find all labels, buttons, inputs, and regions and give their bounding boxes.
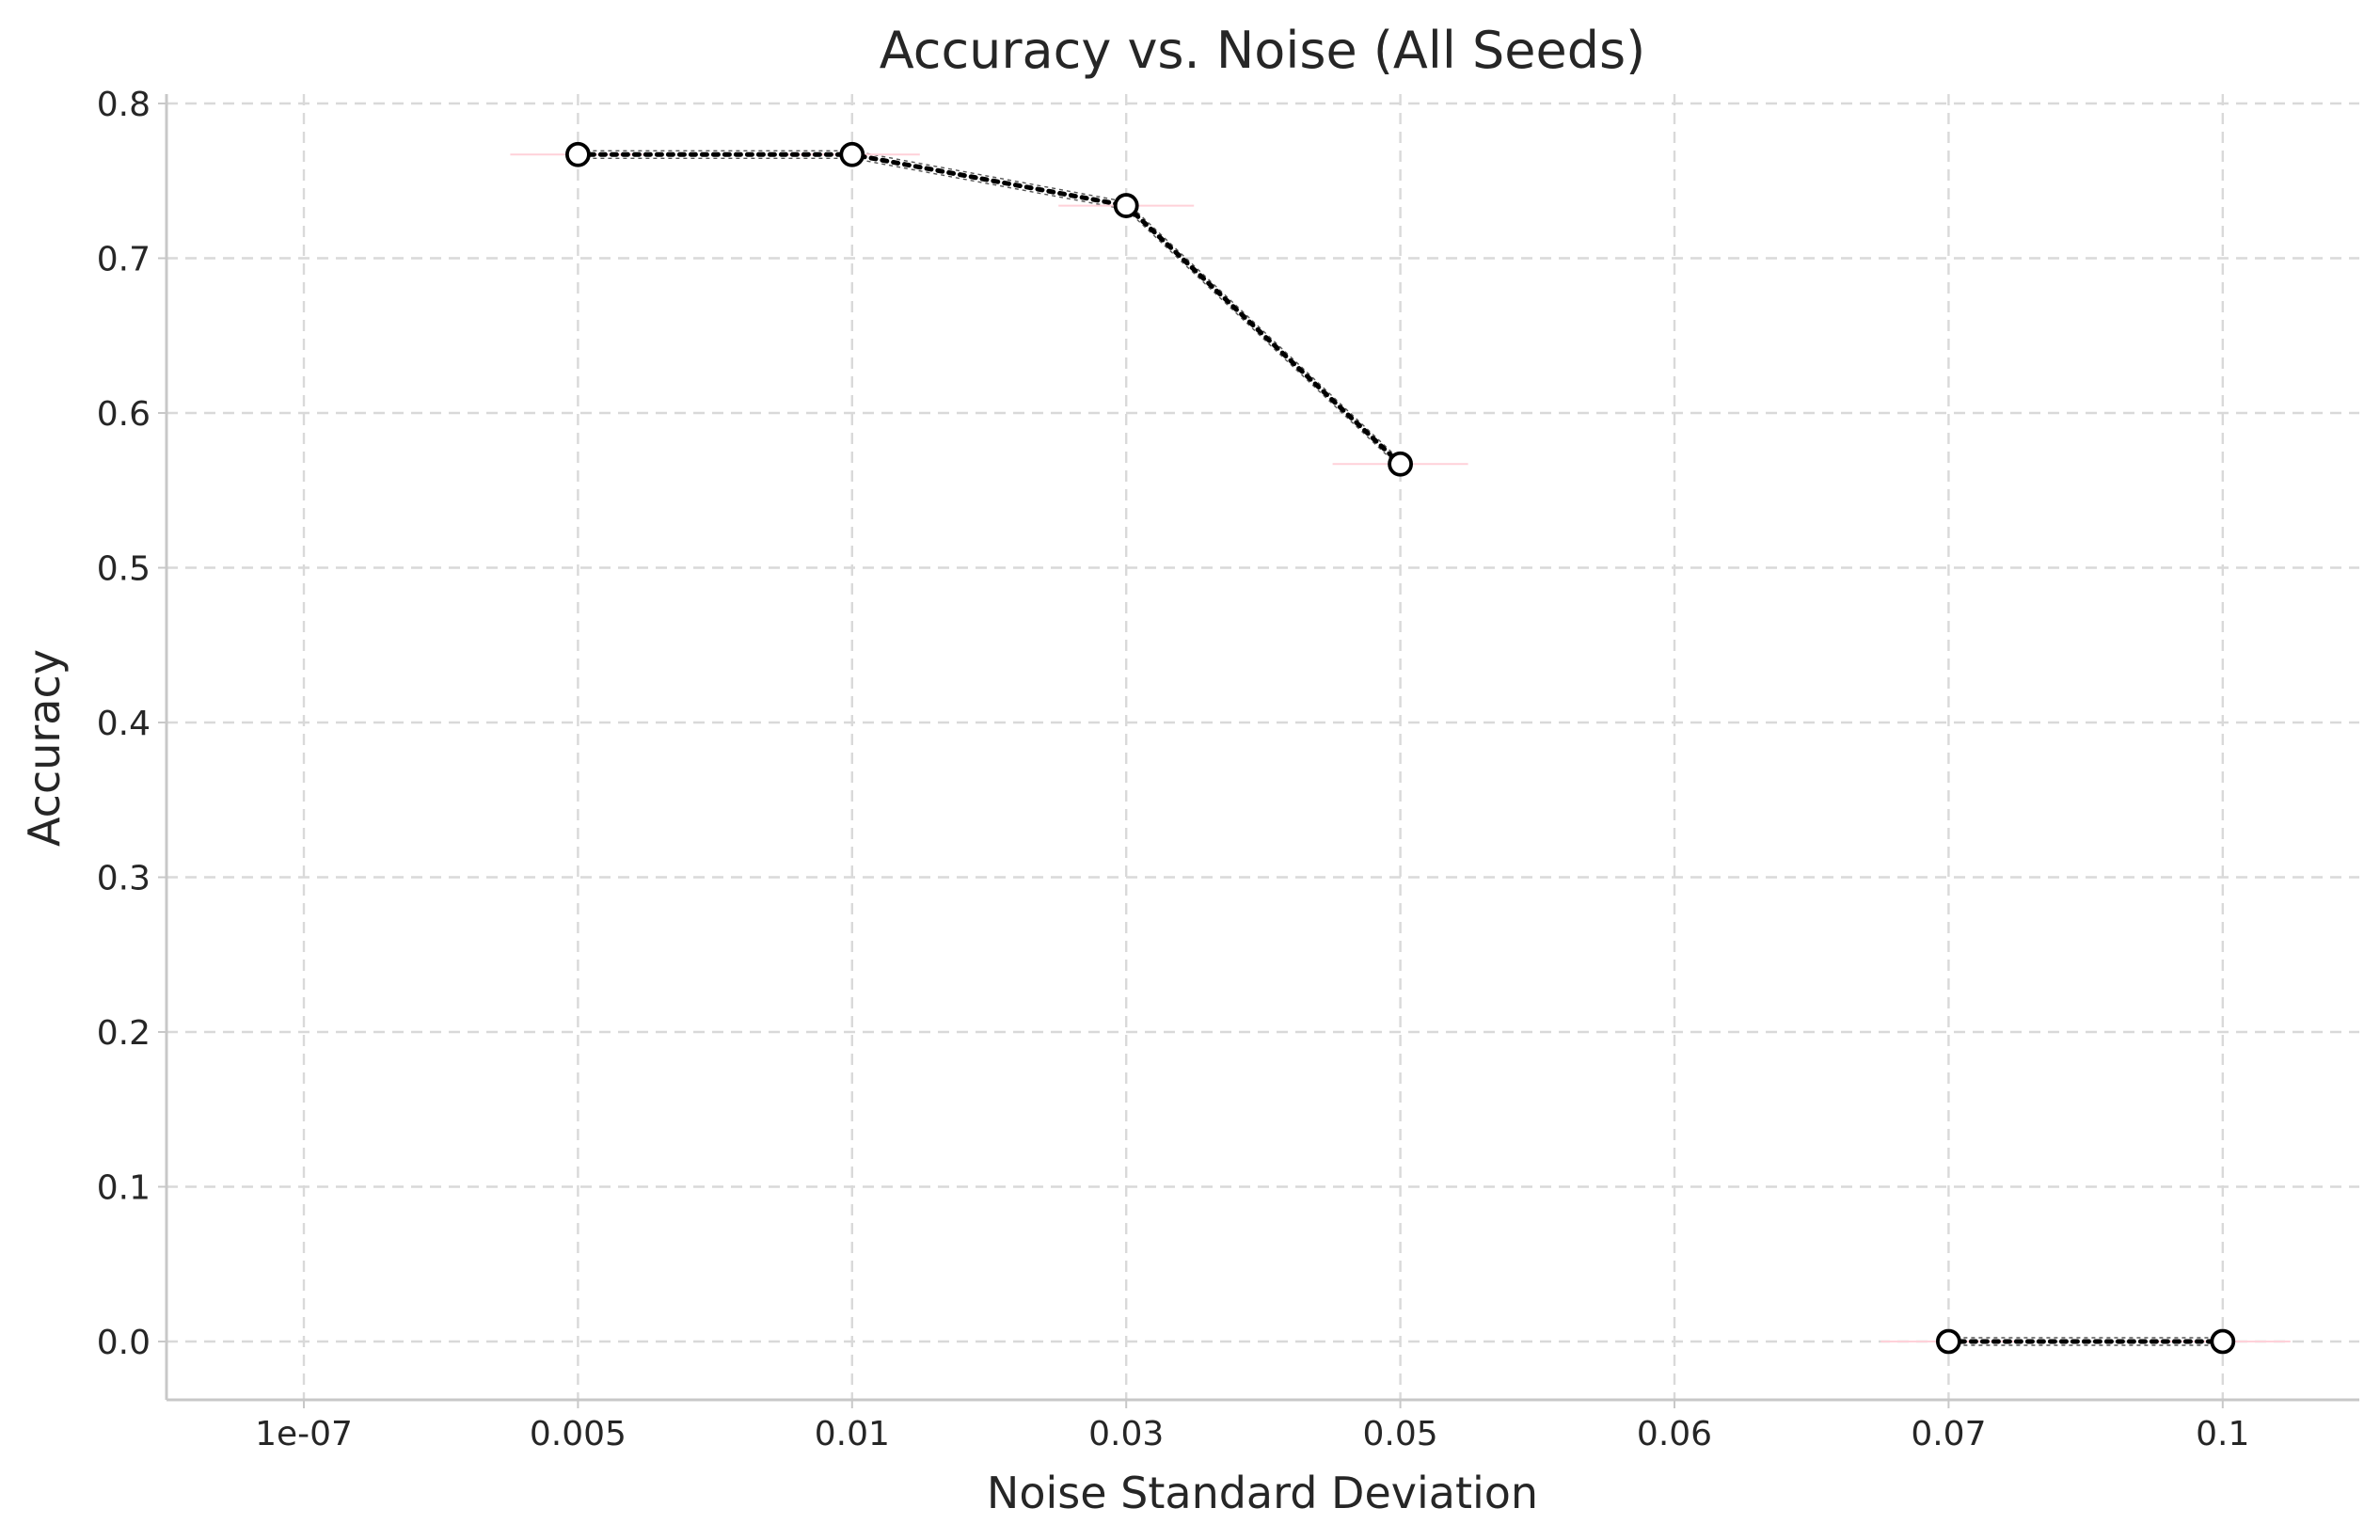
grid-layer — [167, 94, 2359, 1400]
accuracy-point — [1388, 451, 1413, 477]
y-tick-label: 0.3 — [97, 860, 151, 898]
seed-line — [851, 150, 1127, 203]
accuracy-point — [1935, 1328, 1961, 1355]
y-tick-label: 0.7 — [97, 241, 151, 279]
seed-line — [1125, 201, 1402, 461]
seed-line — [1125, 209, 1402, 468]
y-tick-label: 0.8 — [97, 86, 151, 124]
x-tick-label: 0.03 — [1088, 1415, 1164, 1453]
y-axis-label: Accuracy — [19, 649, 70, 847]
y-tick-label: 0.5 — [97, 550, 151, 589]
seed-line — [851, 157, 1127, 211]
x-tick-label: 1e-07 — [255, 1415, 353, 1453]
y-tick-label: 0.2 — [97, 1014, 151, 1053]
y-tick-label: 0.6 — [97, 395, 151, 434]
x-tick-label: 0.01 — [815, 1415, 890, 1453]
y-tick-label: 0.4 — [97, 705, 151, 743]
y-tick-label: 0.1 — [97, 1169, 151, 1208]
x-axis-label: Noise Standard Deviation — [987, 1468, 1538, 1518]
chart-title: Accuracy vs. Noise (All Seeds) — [880, 21, 1645, 80]
accuracy-point — [1113, 193, 1139, 218]
tick-layer: 1e-07 0.005 0.01 0.03 0.05 0.06 0.07 0.1 0.0 0.1 0… — [97, 86, 2359, 1453]
x-tick-label: 0.06 — [1637, 1415, 1712, 1453]
accuracy-point — [2210, 1328, 2236, 1355]
series-layer — [565, 141, 2236, 1355]
x-tick-label: 0.07 — [1911, 1415, 1986, 1453]
y-tick-label: 0.0 — [97, 1324, 151, 1362]
accuracy-point — [565, 141, 591, 167]
x-tick-label: 0.005 — [530, 1415, 627, 1453]
accuracy-point — [839, 141, 865, 167]
x-tick-label: 0.05 — [1363, 1415, 1438, 1453]
accuracy-series-line — [575, 151, 1404, 467]
x-tick-label: 0.1 — [2196, 1415, 2249, 1453]
